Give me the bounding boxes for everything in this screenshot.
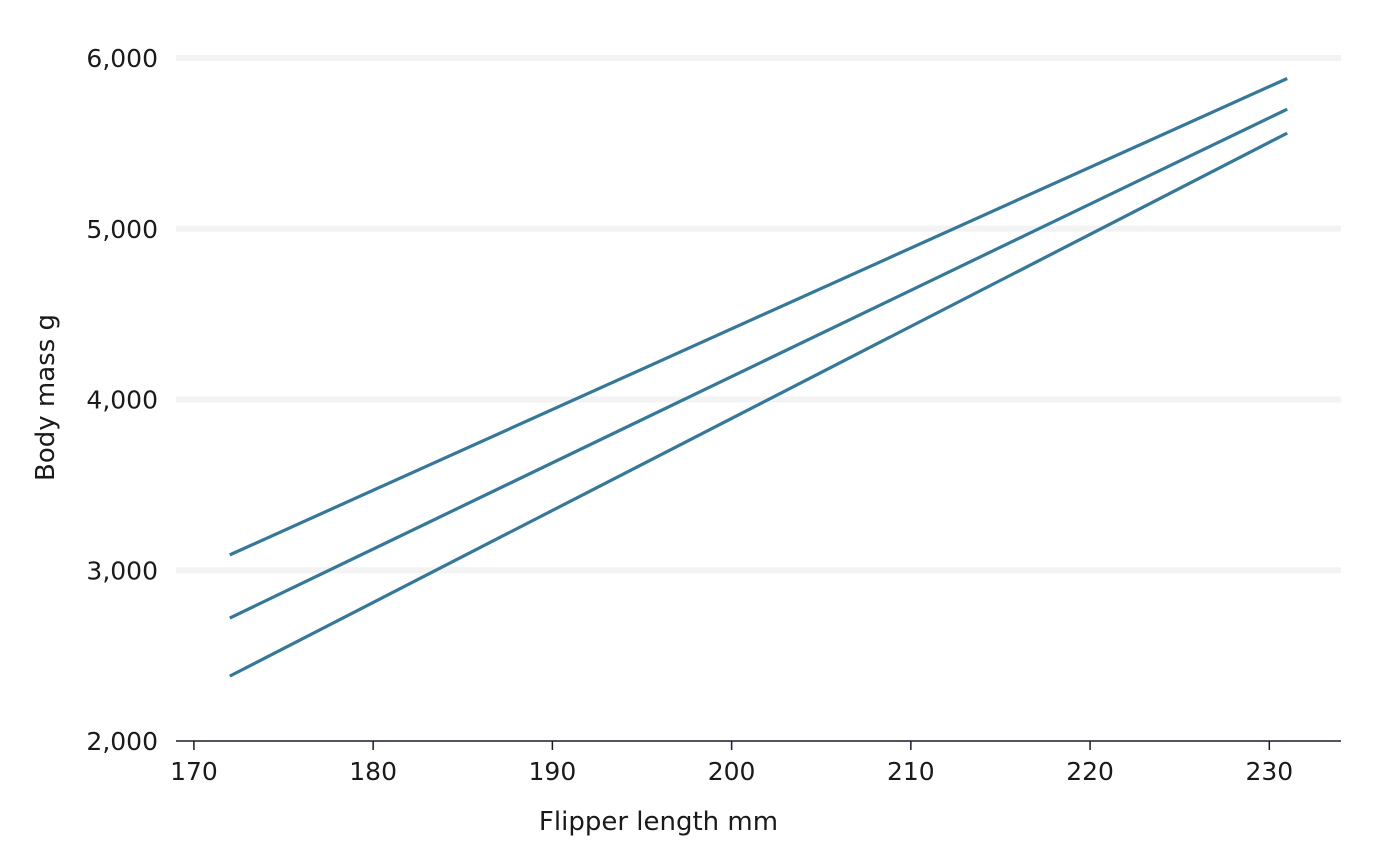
y-tick-label: 3,000 — [86, 556, 158, 585]
x-tick-label: 220 — [1066, 757, 1114, 786]
y-tick-label: 4,000 — [86, 386, 158, 415]
y-tick-label: 6,000 — [86, 44, 158, 73]
series-lines — [229, 77, 1288, 678]
x-axis-ticks: 170 180 190 200 210 220 230 — [170, 741, 1293, 786]
gridlines — [176, 55, 1341, 574]
series-line-3 — [229, 131, 1288, 678]
series-line-2 — [229, 107, 1288, 620]
x-tick-label: 210 — [887, 757, 935, 786]
x-axis-title: Flipper length mm — [539, 807, 778, 837]
y-axis-ticks: 2,000 3,000 4,000 5,000 6,000 — [86, 44, 158, 756]
y-tick-label: 5,000 — [86, 215, 158, 244]
x-tick-label: 200 — [708, 757, 756, 786]
x-tick-label: 230 — [1245, 757, 1293, 786]
series-line-1 — [229, 77, 1288, 557]
x-tick-label: 180 — [349, 757, 397, 786]
x-tick-label: 190 — [529, 757, 577, 786]
y-tick-label: 2,000 — [86, 727, 158, 756]
y-axis-title: Body mass g — [31, 314, 61, 481]
x-tick-label: 170 — [170, 757, 218, 786]
